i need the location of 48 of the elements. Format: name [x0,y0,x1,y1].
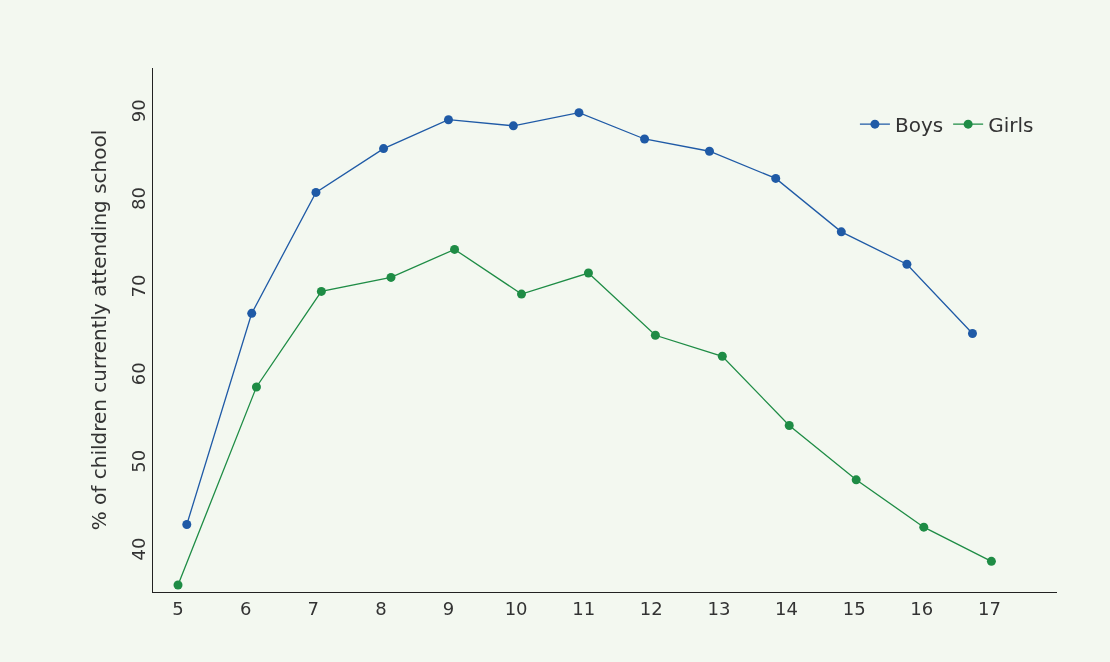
point [967,329,977,339]
point [386,272,396,282]
x-tick-label: 13 [707,597,731,619]
point [517,289,526,299]
point [704,146,714,156]
x-tick-label: 7 [307,597,319,619]
point [311,187,321,197]
x-tick-label: 11 [572,597,596,619]
point [919,522,929,532]
x-tick-label: 5 [172,597,184,619]
x-tick-label: 15 [842,597,866,619]
y-tick-label: 70 [127,274,149,298]
point [851,475,861,485]
point [247,308,257,318]
y-tick-label: 60 [127,362,149,386]
point [771,173,781,183]
point [574,108,584,118]
point [784,421,794,431]
x-tick-label: 8 [375,597,387,619]
point [650,330,660,340]
point [986,556,996,566]
x-tick-label: 10 [504,597,528,619]
y-tick-label: 50 [127,449,149,473]
legend-label: Girls [988,112,1034,137]
legend-label: Boys [894,112,944,137]
y-tick-label: 40 [127,537,149,561]
point [640,134,650,144]
x-tick-label: 16 [910,597,934,619]
point [182,520,192,530]
point [316,286,326,296]
x-tick-label: 9 [442,597,455,619]
point [379,144,389,154]
y-axis-title: % of children currently attending school [87,129,112,531]
point [583,268,593,278]
x-tick-label: 14 [775,597,798,619]
point [508,121,518,131]
y-tick-label: 90 [127,99,149,123]
y-tick-label: 80 [127,187,149,210]
point [251,382,261,392]
point [717,351,727,361]
x-tick-label: 12 [639,597,663,619]
x-tick-label: 6 [239,597,252,619]
point [173,580,183,590]
x-tick-label: 17 [977,597,1001,619]
point [902,259,912,269]
point [450,244,460,254]
point [836,227,846,237]
point [443,115,453,125]
